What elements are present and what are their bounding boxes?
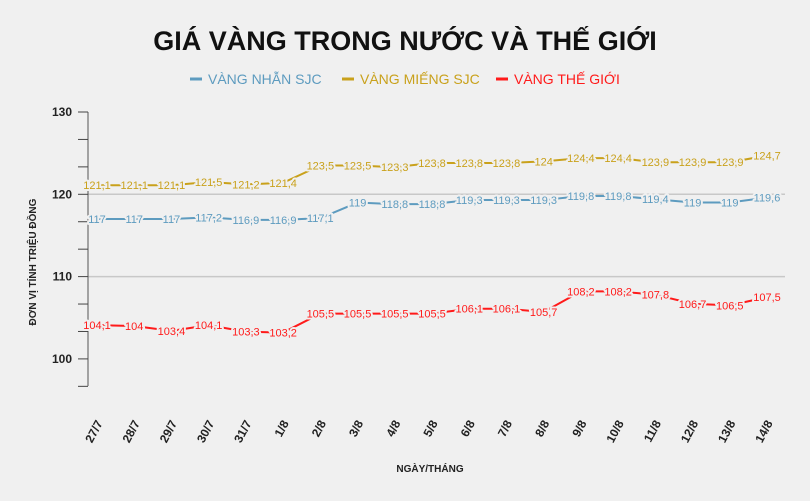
- data-label: 117: [163, 214, 181, 226]
- x-tick-label: 13/8: [715, 418, 738, 445]
- data-label: 124: [534, 156, 552, 168]
- data-label: 124,4: [567, 153, 595, 165]
- data-label: 106,7: [679, 299, 707, 311]
- x-tick-label: 3/8: [346, 418, 366, 440]
- data-label: 108,2: [604, 286, 632, 298]
- x-axis-label: NGÀY/THÁNG: [396, 462, 463, 475]
- data-label: 105,5: [381, 309, 409, 321]
- data-label: 123,3: [381, 162, 409, 174]
- data-label: 121,4: [269, 178, 297, 190]
- data-label: 105,5: [418, 309, 446, 321]
- x-tick-label: 8/8: [532, 418, 552, 440]
- data-label: 105,7: [530, 307, 558, 319]
- x-tick-label: 31/7: [231, 418, 254, 445]
- data-label: 119,8: [568, 191, 595, 203]
- data-label: 108,2: [567, 286, 595, 298]
- legend-entry: VÀNG NHẪN SJC: [208, 71, 322, 87]
- data-label: 121,5: [195, 177, 223, 189]
- x-axis: 27/7 28/7 29/7 30/7 31/7 1/8 2/8 3/8 4/8 5/8 6/8 7/…: [82, 418, 775, 445]
- x-tick-label: 11/8: [641, 418, 664, 445]
- data-label: 119,3: [493, 195, 520, 207]
- data-label: 119,6: [754, 193, 781, 205]
- x-tick-label: 14/8: [752, 418, 775, 445]
- data-label: 105,5: [344, 309, 372, 321]
- data-label: 104: [125, 321, 143, 333]
- gridlines: [88, 193, 785, 278]
- data-label: 121,1: [158, 180, 186, 192]
- x-tick-label: 6/8: [458, 418, 478, 440]
- data-label: 123,5: [344, 160, 372, 172]
- data-label: 107,5: [753, 292, 781, 304]
- x-tick-label: 9/8: [569, 418, 589, 440]
- series-vàng-nhẫn-sjc: 117 117 117 117,2 116,9 116,9 117,1 119 118,8 118…: [86, 189, 782, 229]
- x-tick-label: 1/8: [272, 418, 292, 440]
- data-label: 103,2: [269, 328, 297, 340]
- x-tick-label: 10/8: [603, 418, 626, 445]
- data-label: 118,8: [419, 199, 446, 211]
- x-tick-label: 12/8: [678, 418, 701, 445]
- x-tick-label: 28/7: [120, 418, 143, 445]
- data-label: 121,1: [120, 180, 148, 192]
- series-line: [96, 290, 768, 334]
- data-label: 103,4: [158, 326, 186, 338]
- data-label: 116,9: [233, 215, 260, 227]
- data-label: 119: [684, 198, 702, 210]
- y-tick-label: 110: [53, 270, 73, 284]
- y-tick-label: 130: [52, 105, 72, 119]
- series-vàng-miếng-sjc: 121,1 121,1 121,1 121,5 121,2 121,4 123,5 123,5…: [81, 149, 783, 195]
- data-label: 123,9: [679, 157, 707, 169]
- data-label: 106,1: [493, 304, 521, 316]
- data-label: 119: [349, 198, 367, 210]
- x-tick-label: 2/8: [309, 418, 329, 440]
- series-line: [97, 154, 768, 187]
- data-label: 119: [721, 198, 739, 210]
- data-label: 123,9: [642, 157, 670, 169]
- data-label: 118,8: [381, 199, 408, 211]
- x-tick-label: 30/7: [194, 418, 217, 445]
- data-label: 103,3: [232, 327, 260, 339]
- series-group: 117 117 117 117,2 116,9 116,9 117,1 119 118,8 118…: [81, 149, 783, 342]
- x-tick-label: 27/7: [82, 418, 105, 445]
- chart-title: GIÁ VÀNG TRONG NƯỚC VÀ THẾ GIỚI: [153, 25, 656, 56]
- data-label: 123,8: [455, 158, 483, 170]
- data-label: 119,3: [530, 195, 557, 207]
- y-tick-label: 100: [52, 352, 72, 366]
- data-label: 106,1: [455, 304, 483, 316]
- data-label: 121,2: [232, 179, 260, 191]
- data-label: 124,7: [753, 151, 781, 163]
- data-label: 119,3: [456, 195, 483, 207]
- data-label: 106,5: [716, 300, 744, 312]
- data-label: 121,1: [83, 180, 111, 192]
- series-vàng-thế-giới: 104,1 104 103,4 104,1 103,3 103,2 105,5 105,5 10…: [81, 284, 783, 341]
- data-label: 123,8: [418, 158, 446, 170]
- data-label: 117: [125, 214, 143, 226]
- legend-entry: VÀNG MIẾNG SJC: [360, 71, 480, 87]
- data-label: 105,5: [307, 309, 335, 321]
- data-label: 107,8: [642, 290, 670, 302]
- data-label: 123,9: [716, 157, 744, 169]
- x-tick-label: 29/7: [157, 418, 180, 445]
- x-tick-label: 4/8: [383, 418, 403, 440]
- x-tick-label: 7/8: [495, 418, 515, 440]
- data-label: 117: [88, 214, 106, 226]
- series-line: [97, 194, 768, 221]
- data-label: 117,2: [195, 212, 222, 224]
- x-tick-label: 5/8: [420, 418, 440, 440]
- data-label: 116,9: [270, 215, 297, 227]
- y-axis: 100 110 120 130: [52, 105, 89, 387]
- y-axis-label: ĐƠN VỊ TÍNH TRIỆU ĐỒNG: [26, 198, 39, 325]
- data-label: 117,1: [307, 213, 334, 225]
- data-label: 124,4: [604, 153, 632, 165]
- data-label: 104,1: [83, 320, 111, 332]
- data-label: 119,8: [605, 191, 632, 203]
- legend-entry: VÀNG THẾ GIỚI: [514, 71, 620, 87]
- data-label: 123,5: [307, 160, 335, 172]
- y-tick-label: 120: [52, 187, 72, 201]
- data-label: 104,1: [195, 320, 223, 332]
- data-label: 119,4: [642, 194, 669, 206]
- legend: VÀNG NHẪN SJC VÀNG MIẾNG SJC VÀNG THẾ GIỚI: [190, 71, 620, 87]
- data-label: 123,8: [493, 158, 521, 170]
